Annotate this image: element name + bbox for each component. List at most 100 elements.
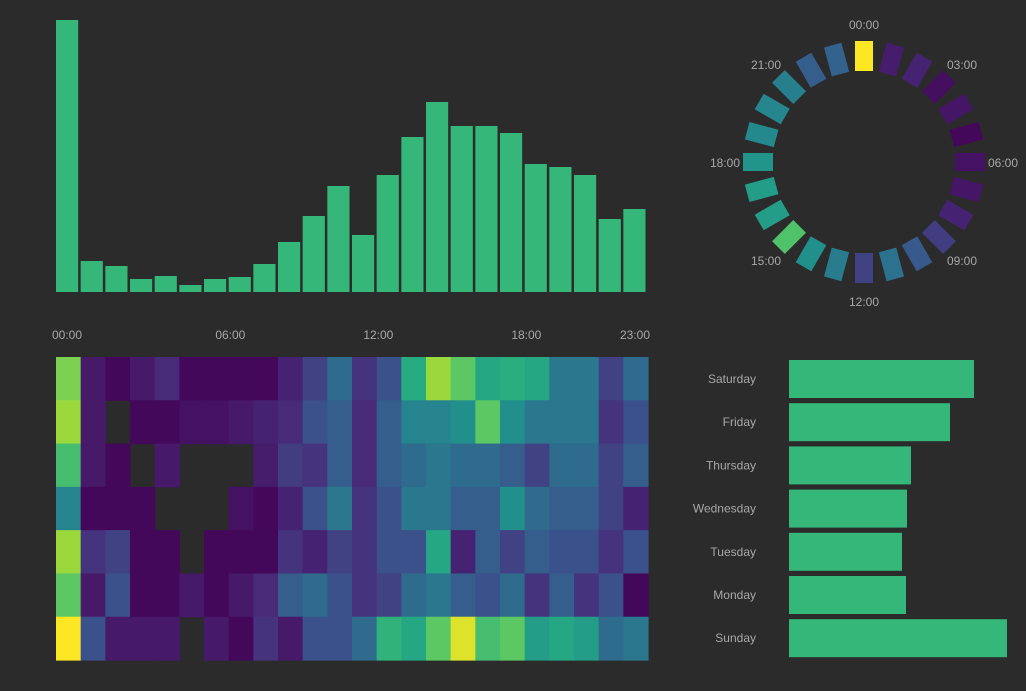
- wheel-segment-11:00: [878, 247, 905, 282]
- hourly-bar-21:00: [574, 175, 597, 292]
- heatmap-cell-saturday-06:00: [204, 357, 230, 401]
- heatmap-cell-friday-00:00: [56, 400, 82, 445]
- wheel-hour-label: 21:00: [751, 58, 781, 72]
- wheel-segment-14:00: [795, 236, 827, 272]
- heatmap-cell-monday-15:00: [426, 573, 452, 618]
- heatmap-cell-thursday-21:00: [574, 443, 600, 488]
- weekday-bar-wednesday: [789, 489, 907, 528]
- heatmap-cell-tuesday-13:00: [376, 530, 402, 575]
- heatmap-cell-friday-04:00: [154, 400, 180, 445]
- heatmap-cell-tuesday-04:00: [154, 530, 180, 575]
- heatmap-cell-sunday-00:00: [56, 616, 82, 661]
- heatmap-cell-saturday-08:00: [253, 357, 279, 401]
- heatmap-cell-monday-16:00: [450, 573, 476, 618]
- heatmap-cell-saturday-22:00: [598, 357, 624, 401]
- heatmap-cell-friday-13:00: [376, 400, 402, 445]
- heatmap-cell-sunday-09:00: [278, 616, 304, 661]
- heatmap-cell-monday-14:00: [401, 573, 427, 618]
- hourly-bar-14:00: [401, 137, 424, 292]
- heatmap-cell-saturday-19:00: [524, 357, 550, 401]
- heatmap-cell-monday-13:00: [376, 573, 402, 618]
- heatmap-cell-sunday-10:00: [302, 616, 328, 661]
- heatmap-cell-saturday-20:00: [549, 357, 575, 401]
- heatmap-cell-monday-05:00: [179, 573, 205, 618]
- heatmap-cell-wednesday-19:00: [524, 486, 550, 531]
- heatmap-cell-saturday-23:00: [623, 357, 649, 401]
- wheel-segment-06:00: [955, 153, 985, 171]
- heatmap-cell-tuesday-14:00: [401, 530, 427, 575]
- heatmap-cell-wednesday-07:00: [228, 486, 254, 531]
- heatmap-cell-monday-23:00: [623, 573, 649, 618]
- heatmap-cell-saturday-02:00: [105, 357, 131, 401]
- wheel-segment-00:00: [855, 41, 873, 71]
- wheel-segment-08:00: [938, 199, 974, 231]
- heatmap-cell-wednesday-16:00: [450, 486, 476, 531]
- heatmap-cell-friday-09:00: [278, 400, 304, 445]
- weekday-bar-saturday: [789, 360, 974, 398]
- heatmap-cell-sunday-03:00: [130, 616, 156, 661]
- heatmap-cell-sunday-20:00: [549, 616, 575, 661]
- heatmap-cell-sunday-02:00: [105, 616, 131, 661]
- heatmap-cell-sunday-04:00: [154, 616, 180, 661]
- weekday-label: Saturday: [708, 372, 756, 386]
- heatmap-cell-thursday-09:00: [278, 443, 304, 488]
- heatmap-cell-monday-01:00: [80, 573, 106, 618]
- heatmap-cell-wednesday-23:00: [623, 486, 649, 531]
- weekday-label: Thursday: [706, 458, 756, 472]
- heatmap-cell-wednesday-18:00: [500, 486, 526, 531]
- wheel-segment-09:00: [921, 219, 956, 254]
- heatmap-cell-wednesday-10:00: [302, 486, 328, 531]
- heatmap-cell-sunday-15:00: [426, 616, 452, 661]
- weekday-bar-sunday: [789, 619, 1007, 658]
- hourly-xtick-label: 12:00: [363, 328, 393, 342]
- heatmap-cell-monday-12:00: [352, 573, 378, 618]
- hourly-bar-19:00: [524, 164, 547, 292]
- heatmap-cell-saturday-10:00: [302, 357, 328, 401]
- heatmap-cell-friday-10:00: [302, 400, 328, 445]
- weekday-bar-friday: [789, 403, 950, 442]
- heatmap-cell-sunday-12:00: [352, 616, 378, 661]
- heatmap-cell-monday-17:00: [475, 573, 501, 618]
- heatmap-cell-saturday-09:00: [278, 357, 304, 401]
- wheel-segment-12:00: [855, 253, 873, 283]
- heatmap-cell-saturday-12:00: [352, 357, 378, 401]
- hourly-bar-16:00: [450, 126, 473, 292]
- hourly-bar-12:00: [352, 235, 375, 292]
- heatmap-cell-monday-00:00: [56, 573, 82, 618]
- heatmap-cell-wednesday-14:00: [401, 486, 427, 531]
- heatmap-cell-friday-11:00: [327, 400, 353, 445]
- heatmap-cell-friday-15:00: [426, 400, 452, 445]
- hourly-xtick-label: 23:00: [620, 328, 650, 342]
- wheel-segment-20:00: [754, 93, 790, 125]
- heatmap-cell-tuesday-17:00: [475, 530, 501, 575]
- heatmap-cell-sunday-16:00: [450, 616, 476, 661]
- heatmap-cell-saturday-03:00: [130, 357, 156, 401]
- heatmap-cell-tuesday-07:00: [228, 530, 254, 575]
- wheel-segment-03:00: [921, 70, 956, 105]
- hourly-bar-06:00: [204, 279, 227, 292]
- heatmap-cell-thursday-20:00: [549, 443, 575, 488]
- heatmap-cell-monday-06:00: [204, 573, 230, 618]
- weekday-label: Wednesday: [693, 502, 756, 516]
- hourly-bar-08:00: [253, 264, 276, 292]
- heatmap-cell-thursday-01:00: [80, 443, 106, 488]
- heatmap-cell-thursday-19:00: [524, 443, 550, 488]
- heatmap-cell-friday-05:00: [179, 400, 205, 445]
- heatmap-cell-monday-03:00: [130, 573, 156, 618]
- heatmap-cell-wednesday-00:00: [56, 486, 82, 531]
- heatmap-cell-friday-16:00: [450, 400, 476, 445]
- heatmap-cell-thursday-08:00: [253, 443, 279, 488]
- heatmap-cell-sunday-08:00: [253, 616, 279, 661]
- heatmap-cell-tuesday-16:00: [450, 530, 476, 575]
- wheel-hour-label: 03:00: [947, 58, 977, 72]
- heatmap-cell-wednesday-02:00: [105, 486, 131, 531]
- hourly-bar-23:00: [623, 209, 646, 292]
- heatmap-cell-wednesday-20:00: [549, 486, 575, 531]
- heatmap-cell-thursday-02:00: [105, 443, 131, 488]
- weekday-label: Monday: [713, 588, 756, 602]
- heatmap-cell-tuesday-19:00: [524, 530, 550, 575]
- wheel-segment-10:00: [901, 236, 933, 272]
- heatmap-cell-wednesday-11:00: [327, 486, 353, 531]
- heatmap-cell-wednesday-09:00: [278, 486, 304, 531]
